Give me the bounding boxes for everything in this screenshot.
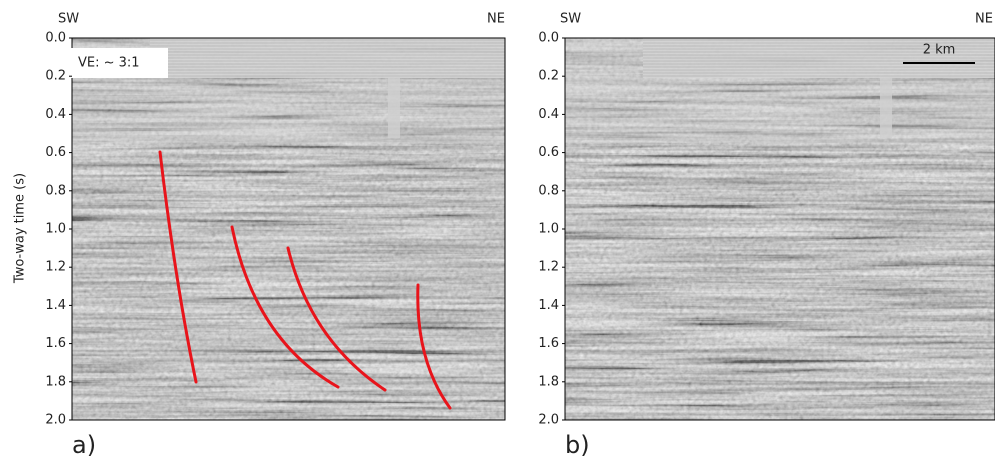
- y-tick-label: 1.4: [45, 298, 66, 313]
- y-tick-label: 1.2: [45, 260, 66, 275]
- y-tick-label: 1.2: [538, 260, 559, 275]
- y-axis-title: Two-way time (s): [13, 173, 28, 284]
- right-label: NE: [487, 12, 505, 27]
- seismic-section-a: [71, 37, 506, 421]
- y-tick-label: 1.6: [45, 336, 66, 351]
- y-tick-label: 0.8: [45, 183, 66, 198]
- y-tick-label: 2.0: [45, 413, 66, 428]
- y-tick-label: 0.2: [538, 69, 559, 84]
- y-tick-label: 0.4: [45, 107, 66, 122]
- y-tick-label: 0.6: [45, 145, 66, 160]
- left-label: SW: [560, 12, 581, 27]
- y-tick-label: 1.4: [538, 298, 559, 313]
- y-tick-label: 1.8: [538, 374, 559, 389]
- fault: [230, 225, 340, 389]
- y-tick-label: 0.2: [45, 69, 66, 84]
- panel-label: a): [72, 431, 96, 459]
- y-tick-label: 0.6: [538, 145, 559, 160]
- y-tick-label: 0.4: [538, 107, 559, 122]
- seismic-section-b: [564, 37, 995, 421]
- y-tick-label: 1.0: [538, 222, 559, 237]
- y-tick-label: 0.8: [538, 183, 559, 198]
- y-tick-label: 0.0: [45, 31, 66, 46]
- right-label: NE: [975, 12, 993, 27]
- y-tick-label: 1.8: [45, 374, 66, 389]
- annotation: VE: ~ 3:1: [78, 56, 140, 71]
- fault: [158, 150, 198, 384]
- annotation-box: [68, 48, 168, 78]
- fault: [286, 246, 387, 392]
- scale-bar-label: 2 km: [923, 43, 956, 58]
- y-tick-label: 2.0: [538, 413, 559, 428]
- y-tick-label: 1.6: [538, 336, 559, 351]
- left-label: SW: [58, 12, 79, 27]
- y-tick-label: 1.0: [45, 222, 66, 237]
- y-tick-label: 0.0: [538, 31, 559, 46]
- panel-label: b): [565, 431, 590, 459]
- fault: [416, 283, 452, 410]
- faults: [158, 150, 452, 410]
